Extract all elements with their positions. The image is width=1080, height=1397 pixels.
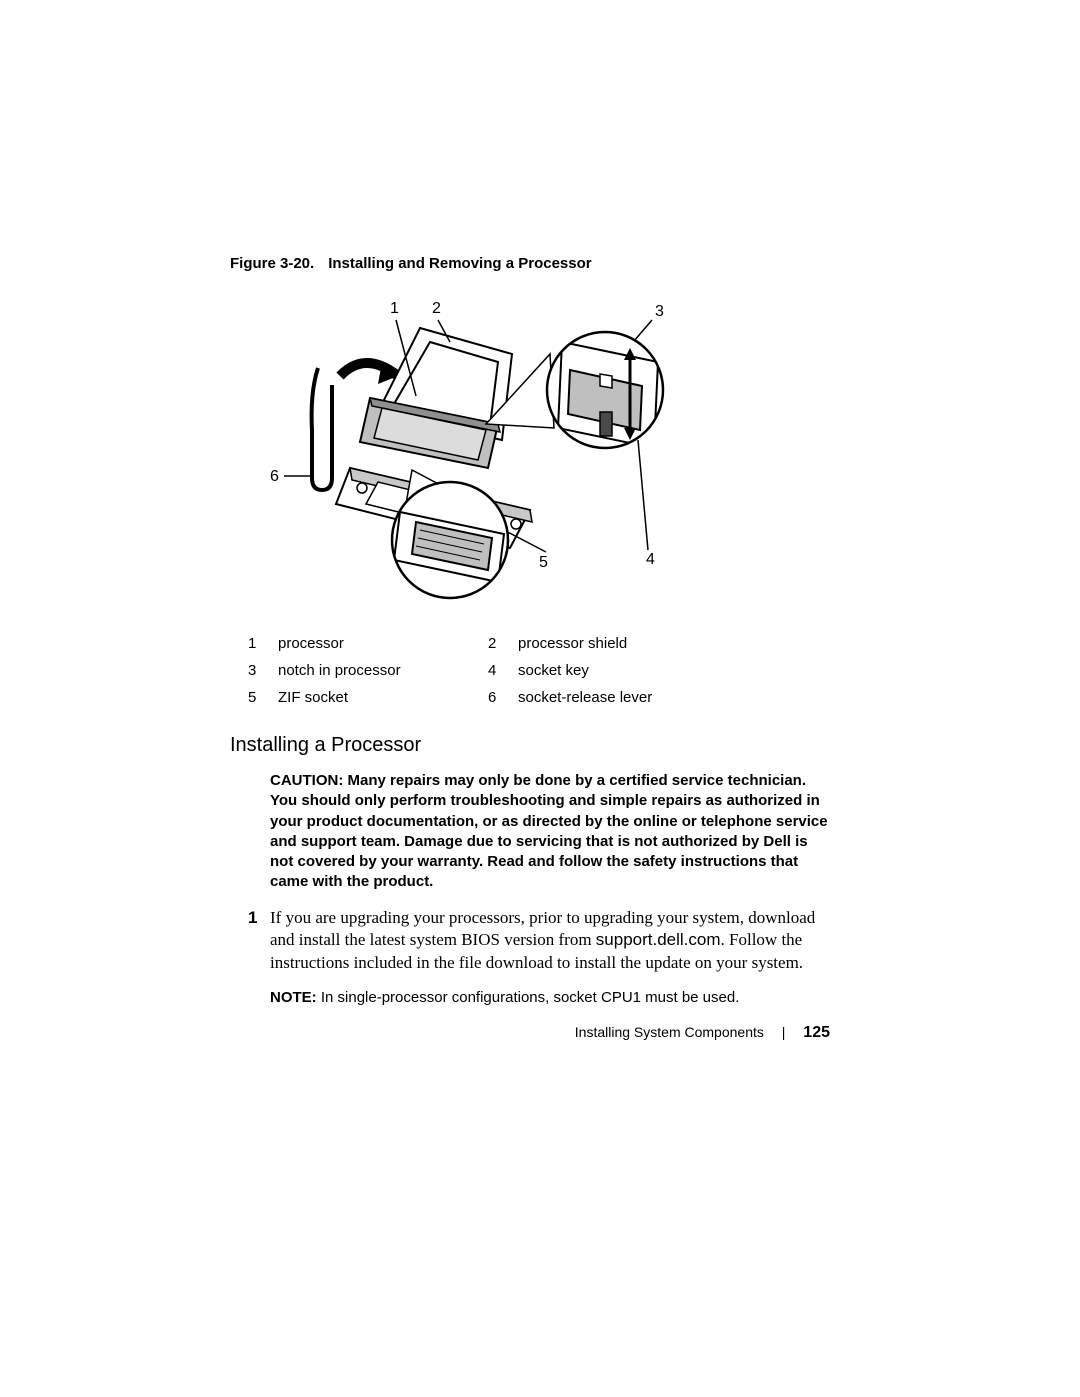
callout-3: 3: [655, 303, 664, 321]
step-1-number: 1: [248, 907, 270, 976]
footer-section: Installing System Components: [575, 1024, 764, 1040]
legend-label-1: processor: [278, 635, 488, 652]
document-page: Figure 3-20. Installing and Removing a Pr…: [0, 0, 1080, 1397]
callout-6: 6: [270, 468, 279, 486]
caution-block: CAUTION: Many repairs may only be done b…: [270, 771, 830, 893]
step-1: 1 If you are upgrading your processors, …: [248, 907, 830, 976]
legend-num-3: 3: [248, 662, 278, 679]
figure-title: Installing and Removing a Processor: [328, 255, 591, 272]
legend-label-6: socket-release lever: [518, 689, 728, 706]
step-1-body: If you are upgrading your processors, pr…: [270, 907, 830, 976]
callout-4: 4: [646, 551, 655, 569]
legend-num-5: 5: [248, 689, 278, 706]
figure-legend: 1 processor 2 processor shield 3 notch i…: [248, 635, 830, 706]
callout-1: 1: [390, 300, 399, 318]
caution-label: CAUTION:: [270, 772, 343, 789]
page-footer: Installing System Components | 125: [575, 1024, 830, 1042]
footer-separator: |: [782, 1024, 786, 1040]
note-block: NOTE: In single-processor configurations…: [270, 989, 830, 1006]
legend-num-4: 4: [488, 662, 518, 679]
note-label: NOTE:: [270, 989, 317, 1006]
figure-number: Figure 3-20.: [230, 255, 314, 272]
legend-label-5: ZIF socket: [278, 689, 488, 706]
figure-caption: Figure 3-20. Installing and Removing a Pr…: [230, 255, 830, 272]
legend-num-1: 1: [248, 635, 278, 652]
legend-num-2: 2: [488, 635, 518, 652]
legend-num-6: 6: [488, 689, 518, 706]
legend-label-4: socket key: [518, 662, 728, 679]
caution-text: Many repairs may only be done by a certi…: [270, 772, 828, 890]
legend-label-2: processor shield: [518, 635, 728, 652]
callout-5: 5: [539, 554, 548, 572]
processor-diagram-svg: [270, 300, 670, 605]
callout-2: 2: [432, 300, 441, 318]
step-1-site: support.dell.com: [596, 930, 721, 949]
section-heading: Installing a Processor: [230, 734, 830, 757]
figure-diagram: 1 2 3 4 5 6: [270, 300, 670, 605]
note-text: In single-processor configurations, sock…: [321, 989, 740, 1006]
legend-label-3: notch in processor: [278, 662, 488, 679]
footer-page-number: 125: [803, 1024, 830, 1041]
